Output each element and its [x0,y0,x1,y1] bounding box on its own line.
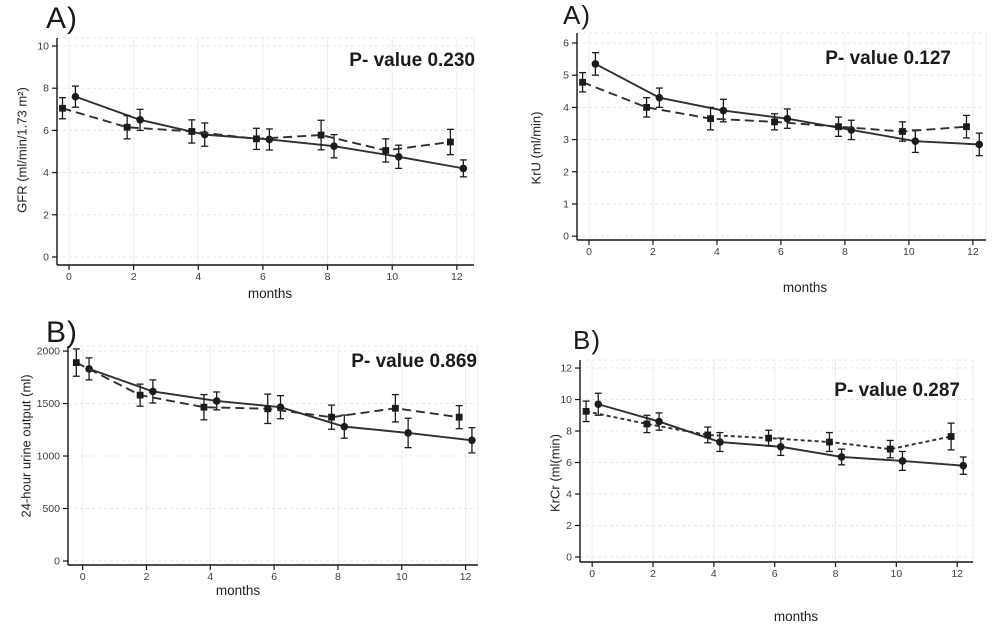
svg-text:1: 1 [563,198,569,210]
chart-panel-kru: 0 2 4 6 8 10 12 0 1 2 3 4 5 6 A) P- value 0.127 KrU (… [500,0,1001,318]
svg-text:10: 10 [903,246,915,258]
svg-text:12: 12 [451,271,463,283]
svg-text:8: 8 [833,568,839,580]
svg-text:3: 3 [563,134,569,146]
y-axis-title: KrU (ml/min) [528,111,544,185]
svg-text:6: 6 [260,271,266,283]
svg-text:8: 8 [325,271,331,283]
svg-text:2: 2 [650,568,656,580]
svg-text:10: 10 [37,41,49,53]
svg-text:2: 2 [131,271,137,283]
svg-text:0: 0 [43,251,49,263]
svg-text:0: 0 [66,271,72,283]
svg-text:10: 10 [396,571,408,583]
svg-text:2000: 2000 [37,346,61,358]
svg-text:2: 2 [566,520,572,532]
svg-text:0: 0 [566,551,572,563]
svg-text:0: 0 [54,556,60,568]
svg-text:4: 4 [43,167,49,179]
y-axis-title: KrCr (ml(min) [547,434,563,512]
svg-text:12: 12 [951,568,963,580]
svg-text:10: 10 [560,394,572,406]
svg-text:0: 0 [586,246,592,258]
p-value-label: P- value 0.127 [825,48,951,69]
y-axis-title: GFR (ml/min/1.73 m²) [14,87,30,213]
svg-text:2: 2 [650,246,656,258]
chart-panel-gfr: 0 2 4 6 8 10 12 0 2 4 6 8 10 A) P- value 0.230 GFR (… [0,0,500,318]
svg-text:2: 2 [563,166,569,178]
svg-text:6: 6 [271,571,277,583]
svg-text:8: 8 [842,246,848,258]
svg-text:6: 6 [778,246,784,258]
svg-text:4: 4 [195,271,201,283]
panel-letter: A) [563,0,591,30]
svg-text:12: 12 [967,246,979,258]
svg-text:4: 4 [566,488,572,500]
svg-text:4: 4 [714,246,720,258]
svg-text:12: 12 [460,571,472,583]
svg-text:1500: 1500 [37,398,61,410]
x-axis-title: months [215,583,261,598]
chart-panel-urine-output: 0 2 4 6 8 10 12 0 500 1000 1500 2000 B) P- value 0.… [0,318,500,636]
svg-text:0: 0 [563,231,569,243]
urine-output-plot: 0 2 4 6 8 10 12 0 500 1000 1500 2000 [37,345,479,583]
svg-text:6: 6 [43,125,49,137]
svg-text:12: 12 [560,363,572,375]
svg-text:4: 4 [207,571,213,583]
panel-letter: A) [46,2,78,35]
x-axis-title: months [782,280,828,295]
chart-panel-krcr: 0 2 4 6 8 10 12 0 2 4 6 8 10 12 B) P- value 0.287 KrC… [500,318,1001,636]
svg-text:1000: 1000 [37,451,61,463]
y-axis-title: 24-hour urine output (ml) [18,374,34,518]
p-value-label: P- value 0.869 [351,351,477,372]
svg-text:500: 500 [42,503,60,515]
gfr-plot: 0 2 4 6 8 10 12 0 2 4 6 8 10 [37,37,475,283]
svg-text:2: 2 [144,571,150,583]
svg-text:8: 8 [566,426,572,438]
svg-text:10: 10 [386,271,398,283]
svg-text:8: 8 [43,83,49,95]
panel-letter: B) [573,325,601,355]
svg-text:5: 5 [563,70,569,82]
krcr-plot: 0 2 4 6 8 10 12 0 2 4 6 8 10 12 [560,359,974,580]
svg-text:4: 4 [711,568,717,580]
svg-text:0: 0 [589,568,595,580]
x-axis-title: months [773,609,819,624]
svg-text:0: 0 [80,571,86,583]
svg-text:2: 2 [43,209,49,221]
panel-letter: B) [46,316,78,349]
svg-text:6: 6 [566,457,572,469]
p-value-label: P- value 0.287 [834,380,960,401]
svg-text:4: 4 [563,102,569,114]
svg-text:6: 6 [772,568,778,580]
svg-text:10: 10 [891,568,903,580]
svg-text:6: 6 [563,37,569,49]
x-axis-title: months [247,286,293,301]
p-value-label: P- value 0.230 [349,50,475,71]
svg-text:8: 8 [335,571,341,583]
